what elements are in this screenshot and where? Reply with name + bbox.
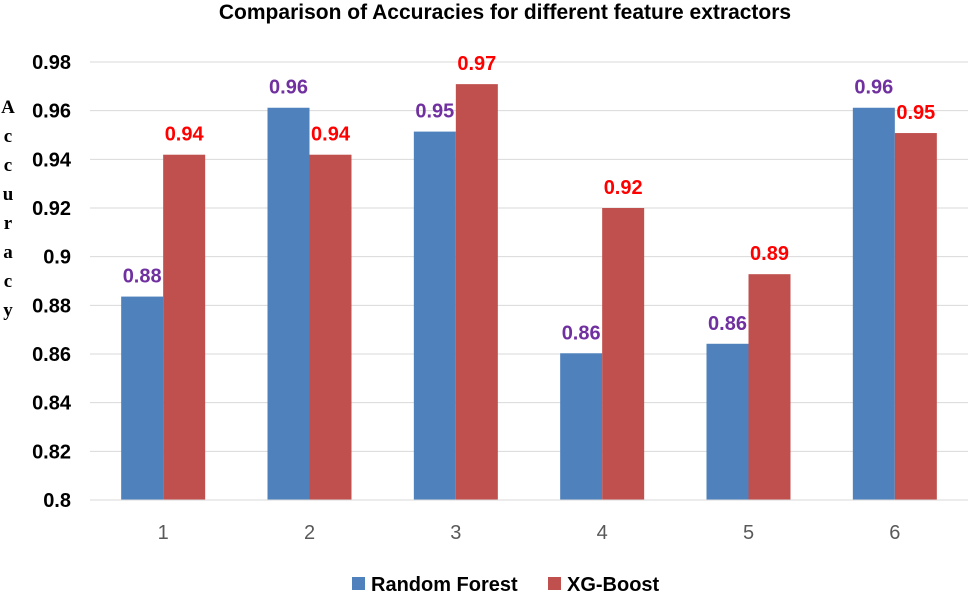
y-tick-label: 0.86: [32, 344, 71, 366]
bar-xg-boost: [163, 154, 206, 500]
legend-label: XG-Boost: [567, 574, 660, 593]
legend-swatch: [352, 577, 365, 590]
data-label: 0.95: [896, 102, 935, 124]
y-tick-label: 0.96: [32, 101, 71, 123]
x-tick-label: 6: [889, 522, 900, 544]
legend: Random Forest XG-Boost: [352, 574, 660, 593]
y-tick-label: 0.88: [32, 295, 71, 317]
bar-xg-boost: [455, 84, 498, 500]
data-label: 0.96: [854, 77, 893, 99]
y-axis-label-char: y: [3, 300, 13, 321]
y-tick-label: 0.98: [32, 52, 71, 74]
bar-random-forest: [560, 353, 603, 500]
bar-random-forest: [852, 107, 895, 500]
data-label: 0.96: [269, 77, 308, 99]
x-tick-label: 2: [304, 522, 315, 544]
x-tick-label: 5: [743, 522, 754, 544]
x-tick-label: 3: [450, 522, 461, 544]
y-tick-label: 0.92: [32, 198, 71, 220]
data-label: 0.86: [562, 322, 601, 344]
data-label: 0.92: [604, 177, 643, 199]
y-axis-ticks: 0.8 0.82 0.84 0.86 0.88 0.9 0.92 0.94 0.96 0.98: [32, 52, 72, 512]
legend-swatch: [548, 577, 561, 590]
bar-xg-boost: [894, 133, 937, 500]
data-label: 0.88: [123, 266, 162, 288]
x-tick-label: 1: [158, 522, 169, 544]
bar-xg-boost: [602, 208, 645, 500]
legend-label: Random Forest: [371, 574, 518, 593]
y-axis-label-char: c: [4, 155, 12, 176]
bars: [121, 84, 937, 501]
gridlines: [90, 61, 968, 452]
data-label: 0.95: [415, 101, 454, 123]
chart-title: Comparison of Accuracies for different f…: [219, 1, 791, 24]
y-tick-label: 0.84: [32, 393, 72, 415]
y-axis-label-char: c: [4, 271, 12, 292]
x-axis-ticks: 1 2 3 4 5 6: [158, 522, 901, 544]
y-tick-label: 0.82: [32, 441, 71, 463]
data-label: 0.94: [311, 124, 351, 146]
data-label: 0.86: [708, 313, 747, 335]
x-tick-label: 4: [597, 522, 608, 544]
y-axis-label-char: c: [4, 126, 12, 147]
data-label: 0.89: [750, 243, 789, 265]
y-tick-label: 0.9: [43, 247, 71, 269]
data-label: 0.94: [165, 124, 205, 146]
y-tick-label: 0.94: [32, 149, 72, 171]
bar-xg-boost: [748, 274, 791, 500]
bar-random-forest: [706, 343, 749, 500]
y-axis-label-char: A: [1, 97, 15, 118]
y-axis-label-char: a: [3, 242, 13, 263]
bar-xg-boost: [309, 154, 352, 500]
bar-random-forest: [413, 131, 456, 501]
data-label: 0.97: [457, 53, 496, 75]
bar-random-forest: [267, 107, 310, 500]
data-labels: 0.88 0.94 0.96 0.94 0.95 0.97 0.86 0.92 0.86 0.89…: [123, 53, 936, 344]
y-axis-label-char: u: [3, 184, 14, 205]
y-axis-label-char: r: [4, 213, 13, 234]
bar-random-forest: [121, 296, 164, 500]
y-tick-label: 0.8: [43, 490, 71, 512]
